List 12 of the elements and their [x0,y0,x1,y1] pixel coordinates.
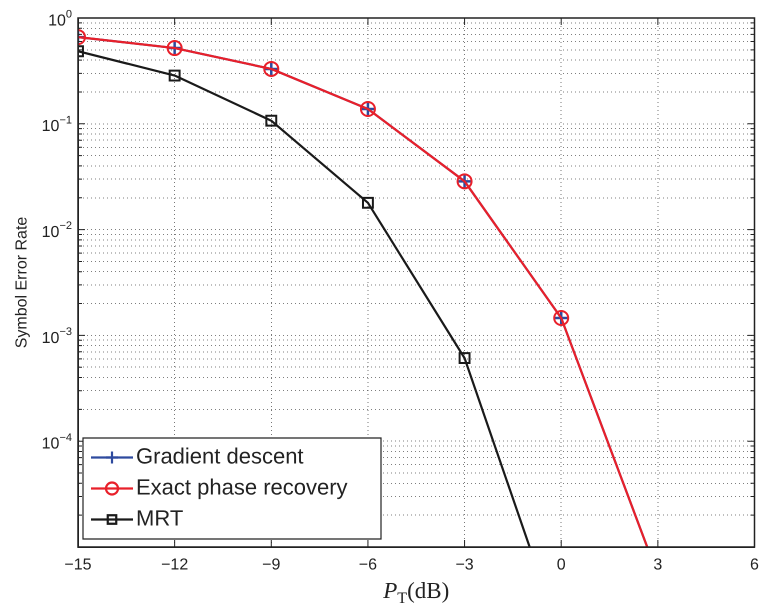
x-tick-label: 6 [750,556,760,574]
x-tick-label: −6 [358,556,378,574]
x-tick-label: −12 [161,556,188,574]
legend-label: Exact phase recovery [136,474,348,500]
x-tick-label: −15 [64,556,92,574]
legend-label: Gradient descent [136,444,304,469]
y-axis-title: Symbol Error Rate [13,216,30,348]
x-tick-label: 0 [556,556,566,574]
x-tick-label: 3 [653,556,662,574]
x-tick-label: −9 [262,556,281,574]
x-tick-label: −3 [455,556,474,574]
legend-label: MRT [136,506,184,531]
